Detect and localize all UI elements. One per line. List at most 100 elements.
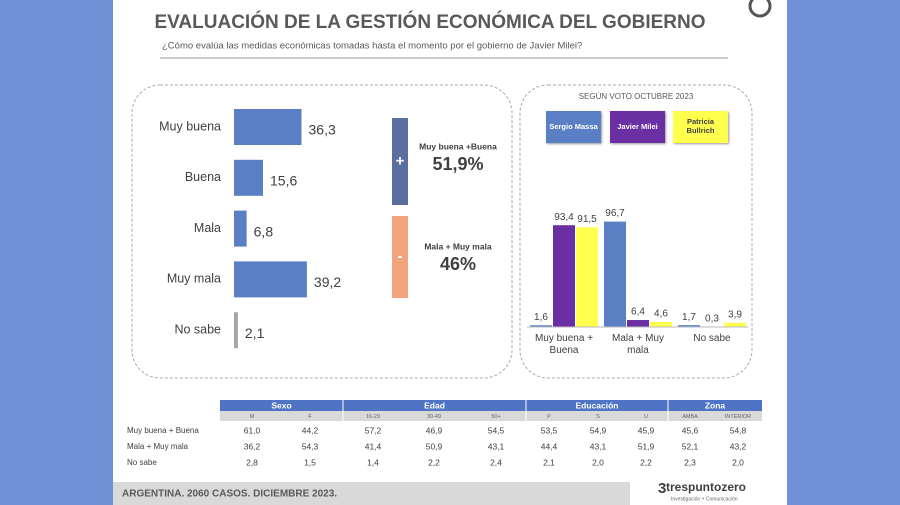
category-label: Mala + Muy mala: [612, 333, 664, 356]
table-cell: 2,4: [490, 457, 502, 467]
bar: [604, 221, 626, 327]
column-header: F: [308, 414, 312, 420]
footer-bar: [113, 482, 630, 505]
bar: [627, 320, 649, 327]
table-cell: 44,2: [302, 425, 319, 435]
category-label: Muy buena: [159, 119, 221, 133]
bar: [234, 210, 247, 247]
group-header: Zona: [705, 400, 726, 410]
bar: [678, 325, 700, 327]
value-label: 39,2: [314, 274, 341, 290]
title: EVALUACIÓN DE LA GESTIÓN ECONÓMICA DEL G…: [154, 11, 705, 33]
column-header: S: [596, 414, 600, 420]
category-label: No sabe: [693, 333, 731, 344]
table-cell: 2,0: [592, 457, 604, 467]
bar: [234, 261, 307, 298]
row-label: Mala + Muy mala: [127, 442, 189, 451]
table-header: [220, 400, 762, 411]
value-label: 1,6: [534, 312, 548, 323]
bar: [530, 325, 552, 327]
column-header: INTERIOR: [725, 414, 751, 420]
column-header: AMBA: [682, 414, 698, 420]
table-cell: 1,4: [367, 457, 379, 467]
summary-sign: +: [396, 152, 405, 169]
right-panel: [519, 84, 753, 379]
legend-entry: Sergio Massa: [546, 111, 601, 143]
table-cell: 53,5: [541, 425, 558, 435]
column-header: U: [644, 414, 648, 420]
table-cell: 45,6: [682, 425, 699, 435]
subtitle: ¿Cómo evalúa las medidas económicas toma…: [162, 41, 582, 52]
corner-decoration: [748, 0, 772, 18]
bar: [553, 225, 575, 327]
table-cell: 51,9: [638, 441, 655, 451]
logo-mark: 3: [658, 480, 666, 497]
table-cell: 2,3: [684, 457, 696, 467]
bar: [234, 312, 238, 349]
value-label: 91,5: [577, 214, 597, 225]
category-label: Buena: [185, 170, 221, 184]
category-label: Mala: [194, 221, 221, 235]
table-cell: 46,9: [426, 425, 443, 435]
value-label: 93,4: [554, 212, 574, 223]
table-cell: 43,1: [488, 441, 505, 451]
table-cell: 45,9: [638, 425, 655, 435]
table-cell: 50,9: [426, 441, 443, 451]
table-cell: 54,9: [590, 425, 607, 435]
table-cell: 41,4: [365, 441, 382, 451]
logo-tagline: Investigación + Comunicación: [671, 496, 738, 502]
table-cell: 2,2: [640, 457, 652, 467]
value-label: 6,8: [254, 223, 274, 239]
value-label: 15,6: [270, 173, 297, 189]
value-label: 4,6: [654, 309, 668, 320]
bar: [576, 227, 598, 327]
row-label: Muy buena + Buena: [127, 426, 199, 435]
table-cell: 54,5: [488, 425, 505, 435]
summary-value: 46%: [440, 254, 476, 274]
summary-label: Mala + Muy mala: [424, 241, 492, 251]
column-header: 50+: [491, 414, 500, 420]
table-cell: 1,5: [304, 457, 316, 467]
group-header: Sexo: [271, 400, 291, 410]
summary-box: [392, 216, 408, 298]
chart-title: SEGÚN VOTO OCTUBRE 2023: [579, 92, 694, 101]
value-label: 0,3: [705, 313, 719, 324]
table-subheader: [220, 411, 762, 421]
table-cell: 2,2: [428, 457, 440, 467]
column-header: M: [250, 414, 255, 420]
group-header: Educación: [576, 400, 619, 410]
table-cell: 2,0: [732, 457, 744, 467]
legend-entry: Javier Milei: [610, 111, 665, 143]
category-label: Muy mala: [167, 272, 221, 286]
category-label: Muy buena + Buena: [534, 333, 594, 356]
bar: [234, 159, 264, 196]
summary-sign: -: [398, 248, 403, 265]
table-cell: 52,1: [682, 441, 699, 451]
table-cell: 2,1: [543, 457, 555, 467]
value-label: 96,7: [605, 208, 625, 219]
table-cell: 43,2: [730, 441, 747, 451]
bar: [724, 322, 746, 327]
value-label: 1,7: [682, 312, 696, 323]
value-label: 2,1: [245, 325, 265, 341]
value-label: 6,4: [631, 307, 645, 318]
footer-text: ARGENTINA. 2060 CASOS. DICIEMBRE 2023.: [122, 489, 337, 500]
bar: [650, 321, 672, 327]
bar: [234, 109, 302, 145]
left-panel: [131, 84, 513, 379]
table-cell: 2,8: [246, 457, 258, 467]
group-header: Edad: [424, 400, 445, 410]
table-cell: 54,3: [302, 441, 319, 451]
row-label: No sabe: [127, 458, 157, 467]
logo-name: trespuntozero: [666, 480, 746, 494]
legend-entry: Patricia Bullrich: [673, 111, 728, 143]
category-label: No sabe: [174, 322, 221, 336]
summary-value: 51,9%: [432, 154, 483, 174]
table-cell: 44,4: [541, 441, 558, 451]
column-header: 16-29: [366, 414, 380, 420]
table-cell: 57,2: [365, 425, 382, 435]
table-cell: 61,0: [244, 425, 261, 435]
column-header: 30-49: [427, 414, 441, 420]
